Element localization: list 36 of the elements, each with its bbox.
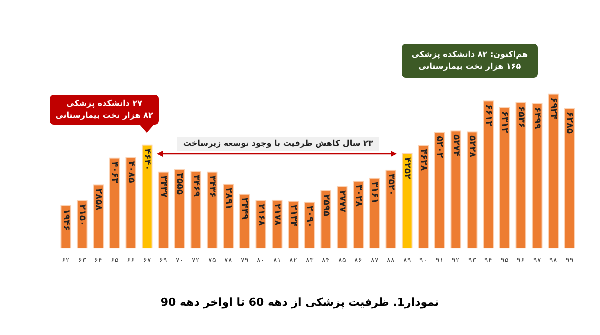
data-label: ۳۴۳۷ xyxy=(158,176,168,198)
data-label: ۱۹۴۶ xyxy=(60,209,71,232)
data-label: ۴۲۵۲ xyxy=(402,157,412,180)
data-label: ۶۲۸۵ xyxy=(564,112,575,134)
data-label: ۵۲۷۴ xyxy=(450,134,461,158)
data-label: ۴۶۲۸ xyxy=(418,149,428,172)
data-label: ۳۴۳۶ xyxy=(207,176,218,198)
data-label: ۲۸۹۱ xyxy=(223,188,234,210)
data-label: ۲۱۷۸ xyxy=(272,204,282,226)
data-label: ۲۵۹۵ xyxy=(320,194,331,218)
data-label: ۳۱۶۱ xyxy=(370,182,380,204)
data-label: ۲۰۹۰ xyxy=(304,206,315,228)
data-label: ۵۲۰۲ xyxy=(434,136,445,159)
data-label: ۲۸۵۸ xyxy=(93,188,104,212)
data-label: ۶۳۱۲ xyxy=(500,111,510,134)
data-label: ۵۲۲۸ xyxy=(467,136,478,158)
data-label: ۶۹۲۴ xyxy=(548,98,558,120)
data-label: ۴۰۶۳ xyxy=(110,162,120,184)
data-label: ۲۱۳۴ xyxy=(288,204,298,228)
data-label: ۲۱۶۸ xyxy=(256,204,266,227)
data-label: ۶۴۹۹ xyxy=(532,107,542,130)
data-label: ۶۵۳۶ xyxy=(516,106,526,128)
data-label: ۶۶۱۲ xyxy=(483,104,494,128)
data-label: ۴۶۴۰ xyxy=(142,148,152,171)
callout: ۲۷ دانشکده پزشکی ۸۲ هزار تخت بیمارستانی xyxy=(50,94,160,125)
data-label: ۳۴۶۹ xyxy=(190,174,201,198)
callout: هم‌اکنون: ۸۲ دانشکده پزشکی ۱۶۵ هزار تخت بیمارستانی xyxy=(402,44,538,78)
data-label: ۴۰۸۵ xyxy=(126,161,136,184)
label-box: ۲۳ سال کاهش ظرفیت با وجود توسعه زیرساخت xyxy=(177,137,380,151)
text: نمودار1. ظرفیت پزشکی از دهه 60 تا اواخر دهه 90 xyxy=(160,296,440,309)
data-label: ۲۱۵۰ xyxy=(77,204,88,226)
data-label: ۳۵۵۵ xyxy=(174,173,185,196)
data-label: ۳۵۲۰ xyxy=(386,174,396,196)
data-label: ۳۰۲۸ xyxy=(353,184,364,208)
data-label: ۲۴۴۹ xyxy=(240,198,250,220)
data-label: ۲۷۷۷ xyxy=(337,190,348,213)
